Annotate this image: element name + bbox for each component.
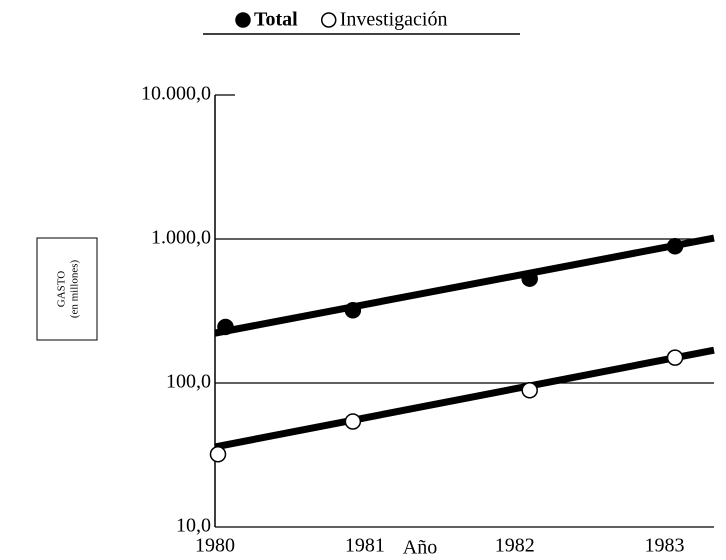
point (217, 318, 234, 336)
x-label: Año (403, 537, 437, 559)
trend-line (214, 346, 715, 451)
legend-label: Investigación (340, 9, 448, 31)
x-tick-label: 1982 (495, 535, 535, 557)
legend-label: Total (254, 9, 298, 31)
point (344, 302, 362, 319)
point (209, 446, 227, 463)
x-tick-label: 1980 (195, 535, 235, 557)
y-tick-label: 10.000,0 (141, 83, 211, 105)
trend-line (214, 234, 715, 337)
y-tick-label: 100,0 (166, 371, 211, 393)
x-tick-label: 1983 (645, 535, 685, 557)
point (666, 238, 684, 255)
x-tick-label: 1981 (345, 535, 385, 557)
y-label-sub: (en millones) (69, 259, 81, 318)
y-tick-label: 1.000,0 (151, 227, 211, 249)
y-tick-label: 10,0 (176, 515, 211, 537)
y-label-box (36, 237, 98, 341)
point (344, 413, 362, 430)
y-label: GASTO (56, 271, 68, 308)
legend-marker (320, 12, 337, 28)
point (521, 382, 538, 399)
point (521, 270, 538, 287)
point (666, 349, 684, 366)
legend-marker (235, 12, 251, 28)
